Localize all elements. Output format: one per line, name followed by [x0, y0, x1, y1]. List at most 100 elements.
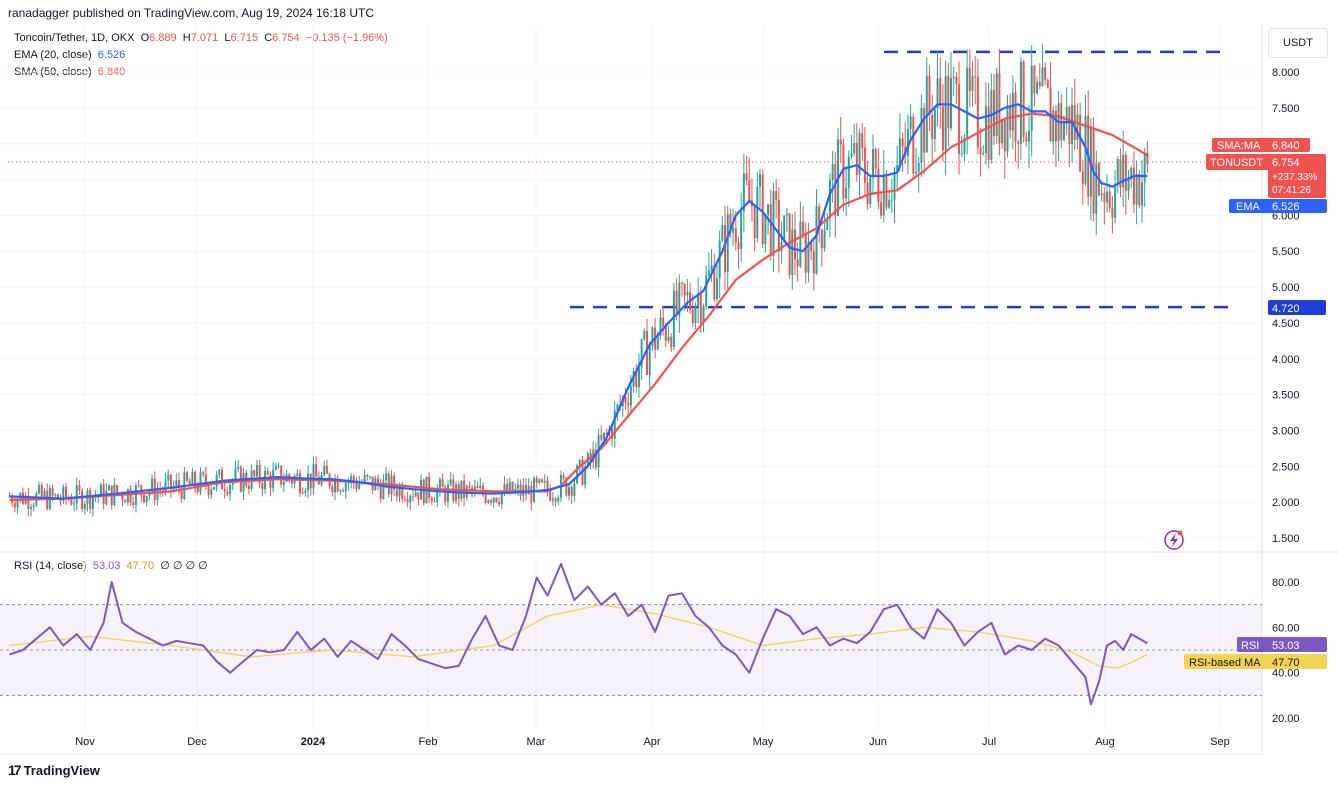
candle-body	[1132, 167, 1135, 205]
candle-body	[656, 335, 659, 350]
candle-body	[651, 327, 654, 347]
candle-body	[732, 228, 735, 233]
candle-body	[893, 171, 896, 200]
price-tags: SMA:MA 6.840 TONUSDT 6.754 +237.33% 07:4…	[1184, 138, 1327, 669]
candle-body	[516, 484, 519, 489]
candle-body	[145, 495, 148, 502]
candle-body	[831, 164, 834, 180]
ema-tag	[1229, 199, 1327, 213]
candle-body	[315, 464, 318, 477]
candle-body	[180, 488, 183, 499]
candle-body	[1062, 123, 1065, 140]
candle-body	[1122, 155, 1125, 188]
candle-body	[950, 78, 952, 129]
tradingview-footer[interactable]: 17 TradingView	[8, 762, 100, 778]
candle-body	[788, 213, 791, 276]
currency-button[interactable]: USDT	[1268, 28, 1328, 58]
candle-body	[255, 464, 258, 477]
candle-body	[584, 466, 587, 485]
candle-body	[129, 489, 132, 503]
candle-body	[955, 77, 958, 85]
candle-body	[605, 432, 608, 435]
candle-body	[759, 174, 762, 187]
candle-body	[1033, 65, 1036, 94]
candle-body	[675, 290, 678, 316]
candle-body	[530, 485, 533, 503]
price-tick-label: 6.000	[1272, 210, 1300, 222]
candle-body	[527, 485, 530, 495]
lightning-icon[interactable]	[1164, 530, 1184, 550]
candle-body	[681, 282, 683, 285]
candle-body	[352, 476, 355, 483]
candle-body	[691, 309, 694, 323]
candle-body	[487, 500, 490, 503]
candle-body	[853, 142, 856, 154]
candle-body	[834, 164, 837, 216]
candle-body	[1006, 105, 1009, 152]
candle-body	[796, 259, 799, 267]
candle-body	[363, 474, 366, 483]
candle-body	[89, 490, 92, 509]
candle-body	[753, 206, 756, 239]
candle-body	[707, 270, 710, 276]
publish-header: ranadagger published on TradingView.com,…	[8, 6, 375, 20]
candle-body	[164, 480, 167, 491]
horizontal-levels	[8, 50, 1262, 309]
candle-body	[449, 479, 452, 485]
ema-legend-label: EMA (20, close)	[14, 49, 92, 61]
candle-body	[928, 75, 931, 115]
candle-body	[433, 501, 436, 503]
candle-body	[998, 73, 1001, 144]
candle-body	[820, 229, 823, 249]
candle-body	[40, 485, 43, 497]
candle-body	[783, 215, 786, 243]
candle-body	[847, 156, 850, 188]
candle-body	[568, 487, 571, 496]
candle-body	[761, 174, 764, 245]
candle-body	[226, 491, 229, 495]
candle-body	[627, 402, 630, 406]
candle-body	[395, 489, 398, 497]
candle-body	[791, 229, 794, 276]
candle-body	[554, 498, 557, 502]
candle-body	[1041, 67, 1044, 87]
sma-line	[9, 112, 1148, 502]
candle-body	[863, 147, 866, 183]
price-tick-label: 1.500	[1272, 533, 1300, 545]
candle-body	[524, 485, 527, 495]
candle-body	[274, 466, 277, 470]
candle-body	[339, 490, 342, 492]
time-tick-label: Jun	[869, 736, 887, 748]
price-tick-label: 5.500	[1272, 246, 1300, 258]
candle-body	[871, 148, 874, 178]
candle-body	[403, 499, 406, 501]
candle-body	[850, 153, 853, 157]
candle-body	[576, 465, 579, 484]
candle-body	[336, 478, 339, 492]
candle-body	[713, 265, 716, 300]
candle-body	[202, 472, 205, 475]
candle-body	[578, 459, 581, 466]
candle-body	[137, 485, 140, 487]
candle-body	[290, 478, 293, 484]
candle-body	[1081, 171, 1084, 184]
candle-body	[325, 465, 328, 474]
candle-body	[446, 484, 449, 502]
candle-body	[1076, 114, 1079, 140]
level-tag	[1268, 300, 1326, 315]
candle-body	[931, 114, 934, 139]
candle-body	[1068, 106, 1071, 144]
rsi-line	[9, 562, 1148, 706]
candle-body	[288, 474, 291, 479]
candle-body	[1106, 191, 1109, 203]
candle-body	[247, 485, 250, 489]
candle-body	[1116, 159, 1119, 186]
candle-body	[1138, 174, 1141, 206]
candle-body	[212, 486, 215, 490]
candle-body	[724, 225, 727, 273]
candle-body	[398, 485, 401, 497]
candle-body	[925, 75, 928, 153]
ema-line	[9, 103, 1148, 500]
candle-body	[266, 470, 269, 475]
